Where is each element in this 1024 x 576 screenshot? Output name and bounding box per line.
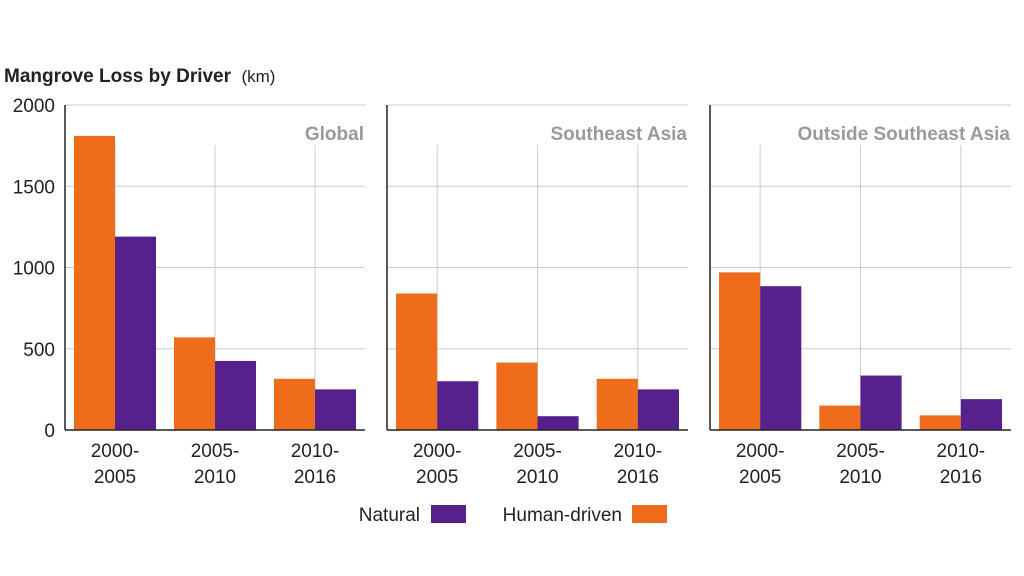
legend: Natural Human-driven bbox=[359, 505, 667, 526]
y-tick-label: 500 bbox=[23, 340, 55, 361]
bar-human-driven-1-2 bbox=[596, 378, 638, 430]
panel-label: Southeast Asia bbox=[550, 124, 687, 145]
x-tick-label: 2010 bbox=[839, 467, 881, 488]
legend-label-human-driven: Human-driven bbox=[503, 505, 622, 526]
bar-natural-2-1 bbox=[860, 375, 902, 430]
panel-label: Outside Southeast Asia bbox=[797, 124, 1010, 145]
x-tick-label: 2000- bbox=[413, 441, 462, 462]
x-tick-label: 2000- bbox=[91, 441, 140, 462]
x-tick-label: 2000- bbox=[736, 441, 785, 462]
bar-natural-0-2 bbox=[315, 389, 356, 430]
bar-human-driven-0-2 bbox=[274, 378, 315, 430]
bar-human-driven-2-1 bbox=[819, 405, 861, 430]
y-tick-label: 2000 bbox=[13, 96, 55, 117]
x-tick-label: 2010- bbox=[291, 441, 340, 462]
y-tick-label: 1500 bbox=[13, 177, 55, 198]
legend-swatch-natural bbox=[431, 505, 466, 523]
y-tick-label: 1000 bbox=[13, 259, 55, 280]
chart-title-main: Mangrove Loss by Driver bbox=[4, 66, 232, 87]
panel-label: Global bbox=[305, 124, 364, 145]
legend-swatch-human-driven bbox=[632, 505, 667, 523]
x-tick-label: 2005 bbox=[416, 467, 458, 488]
bar-natural-1-1 bbox=[537, 416, 579, 430]
bar-natural-0-0 bbox=[115, 236, 156, 430]
x-tick-label: 2010 bbox=[516, 467, 558, 488]
bar-human-driven-2-0 bbox=[719, 272, 761, 430]
x-tick-label: 2010- bbox=[937, 441, 986, 462]
bar-natural-2-2 bbox=[960, 399, 1002, 430]
chart-title-unit: (km) bbox=[241, 67, 275, 86]
bar-layer bbox=[74, 135, 1002, 430]
bar-natural-1-0 bbox=[437, 381, 479, 430]
x-tick-label: 2005 bbox=[739, 467, 781, 488]
x-tick-label: 2005- bbox=[191, 441, 240, 462]
x-tick-label: 2016 bbox=[940, 467, 982, 488]
bar-human-driven-0-0 bbox=[74, 135, 115, 430]
x-tick-label: 2010 bbox=[194, 467, 236, 488]
bar-human-driven-1-0 bbox=[396, 293, 438, 430]
bar-human-driven-2-2 bbox=[919, 415, 961, 430]
axis-layer bbox=[64, 105, 1011, 431]
x-tick-label: 2010- bbox=[614, 441, 663, 462]
bar-natural-1-2 bbox=[637, 389, 679, 430]
x-tick-label: 2005- bbox=[836, 441, 885, 462]
x-tick-label: 2016 bbox=[294, 467, 336, 488]
legend-label-natural: Natural bbox=[359, 505, 420, 526]
x-tick-label: 2005 bbox=[94, 467, 136, 488]
x-tick-label: 2005- bbox=[513, 441, 562, 462]
bar-natural-2-0 bbox=[760, 286, 802, 430]
label-layer: 0 500 1000 1500 2000 2000- 2005 2005- 2010 2010- 2… bbox=[13, 96, 1011, 488]
x-tick-label: 2016 bbox=[617, 467, 659, 488]
bar-human-driven-0-1 bbox=[174, 337, 215, 430]
y-tick-label: 0 bbox=[44, 421, 55, 442]
chart-title: Mangrove Loss by Driver (km) bbox=[4, 66, 275, 87]
bar-human-driven-1-1 bbox=[496, 362, 538, 430]
bar-natural-0-1 bbox=[215, 360, 256, 430]
